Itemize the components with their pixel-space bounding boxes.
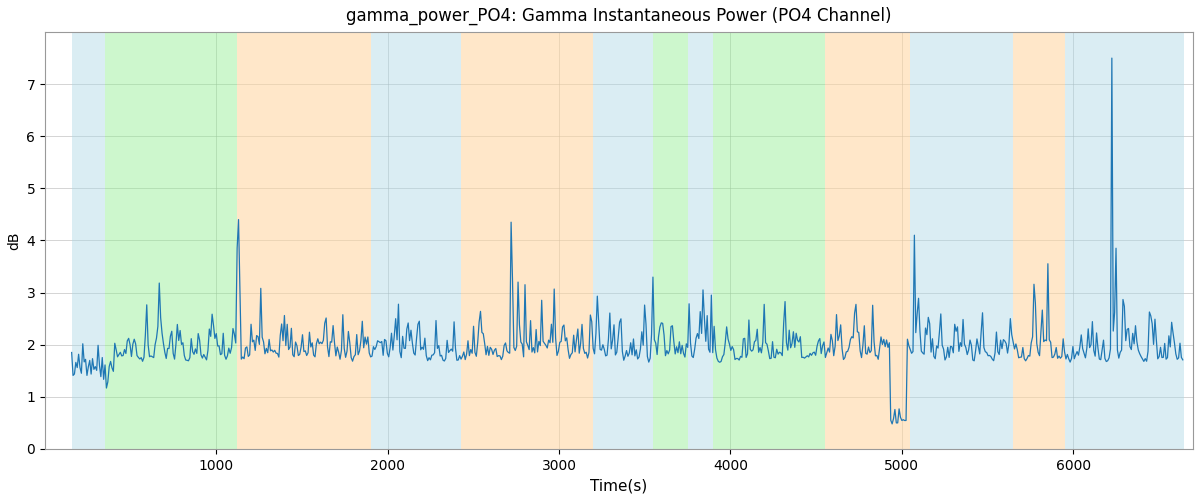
Bar bbox=[479, 32, 593, 449]
Title: gamma_power_PO4: Gamma Instantaneous Power (PO4 Channel): gamma_power_PO4: Gamma Instantaneous Pow… bbox=[347, 7, 892, 25]
Bar bbox=[713, 32, 824, 449]
Bar bbox=[856, 32, 911, 449]
X-axis label: Time(s): Time(s) bbox=[590, 478, 648, 493]
Bar bbox=[236, 32, 371, 449]
Y-axis label: dB: dB bbox=[7, 231, 20, 250]
Bar bbox=[106, 32, 236, 449]
Bar bbox=[824, 32, 856, 449]
Bar bbox=[371, 32, 422, 449]
Bar bbox=[593, 32, 653, 449]
Bar bbox=[653, 32, 688, 449]
Bar bbox=[1064, 32, 1184, 449]
Bar bbox=[72, 32, 106, 449]
Bar bbox=[1013, 32, 1064, 449]
Bar bbox=[462, 32, 479, 449]
Bar bbox=[911, 32, 1013, 449]
Bar bbox=[422, 32, 462, 449]
Bar bbox=[688, 32, 713, 449]
